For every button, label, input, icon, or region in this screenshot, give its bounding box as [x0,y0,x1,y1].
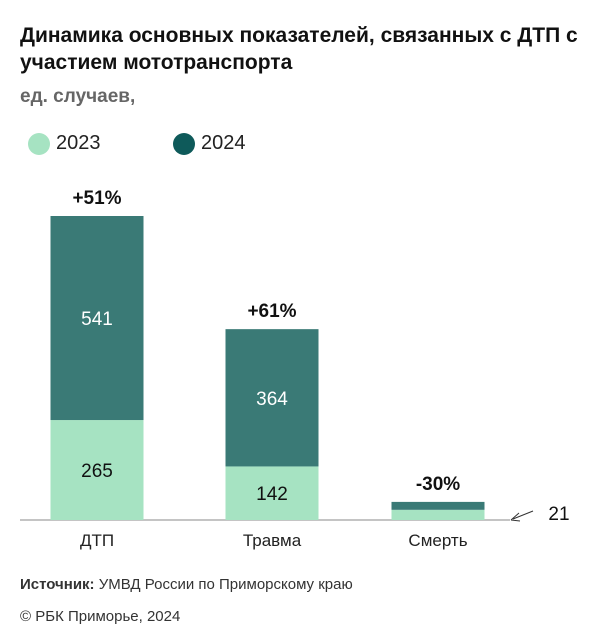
bar-trauma-2024 [225,329,319,467]
legend-label-2024: 2024 [201,132,246,154]
change-label-death: -30% [416,474,460,495]
legend-item-2024: 2024 [173,132,246,155]
legend-label-2023: 2023 [56,132,101,154]
change-label-trauma: +61% [247,301,296,322]
change-label-dtp: +51% [72,188,121,209]
legend: 2023 2024 [28,132,328,156]
legend-item-2023: 2023 [28,132,101,155]
bar-trauma-2023 [225,466,319,520]
callout-label-death-2024: 21 [548,504,569,525]
tick-label-death: Смерть [408,531,467,550]
legend-swatch-2024 [173,132,195,155]
bar-dtp-2024 [50,216,144,421]
bar-death-2023 [391,509,485,520]
data-label-dtp-2023: 265 [81,461,113,482]
chart-title: Динамика основных показателей, связанных… [20,24,578,74]
chart-subtitle: ед. случаев, [20,86,136,107]
bar-dtp-2023 [50,420,144,520]
data-label-dtp-2024: 541 [81,309,113,330]
tick-label-dtp: ДТП [80,531,114,550]
source-label: Источник: [20,576,95,593]
bar-death-2024 [391,501,485,510]
tick-label-trauma: Травма [243,531,302,550]
data-label-trauma-2023: 142 [256,484,288,505]
copyright: © РБК Приморье, 2024 [20,608,181,625]
legend-swatch-2023 [28,132,50,155]
source-text: УМВД России по Приморскому краю [94,576,353,593]
callout-line [512,510,534,520]
source-note: Источник: УМВД России по Приморскому кра… [20,576,353,593]
callout-arrowhead [510,512,521,522]
data-label-trauma-2024: 364 [256,389,288,410]
